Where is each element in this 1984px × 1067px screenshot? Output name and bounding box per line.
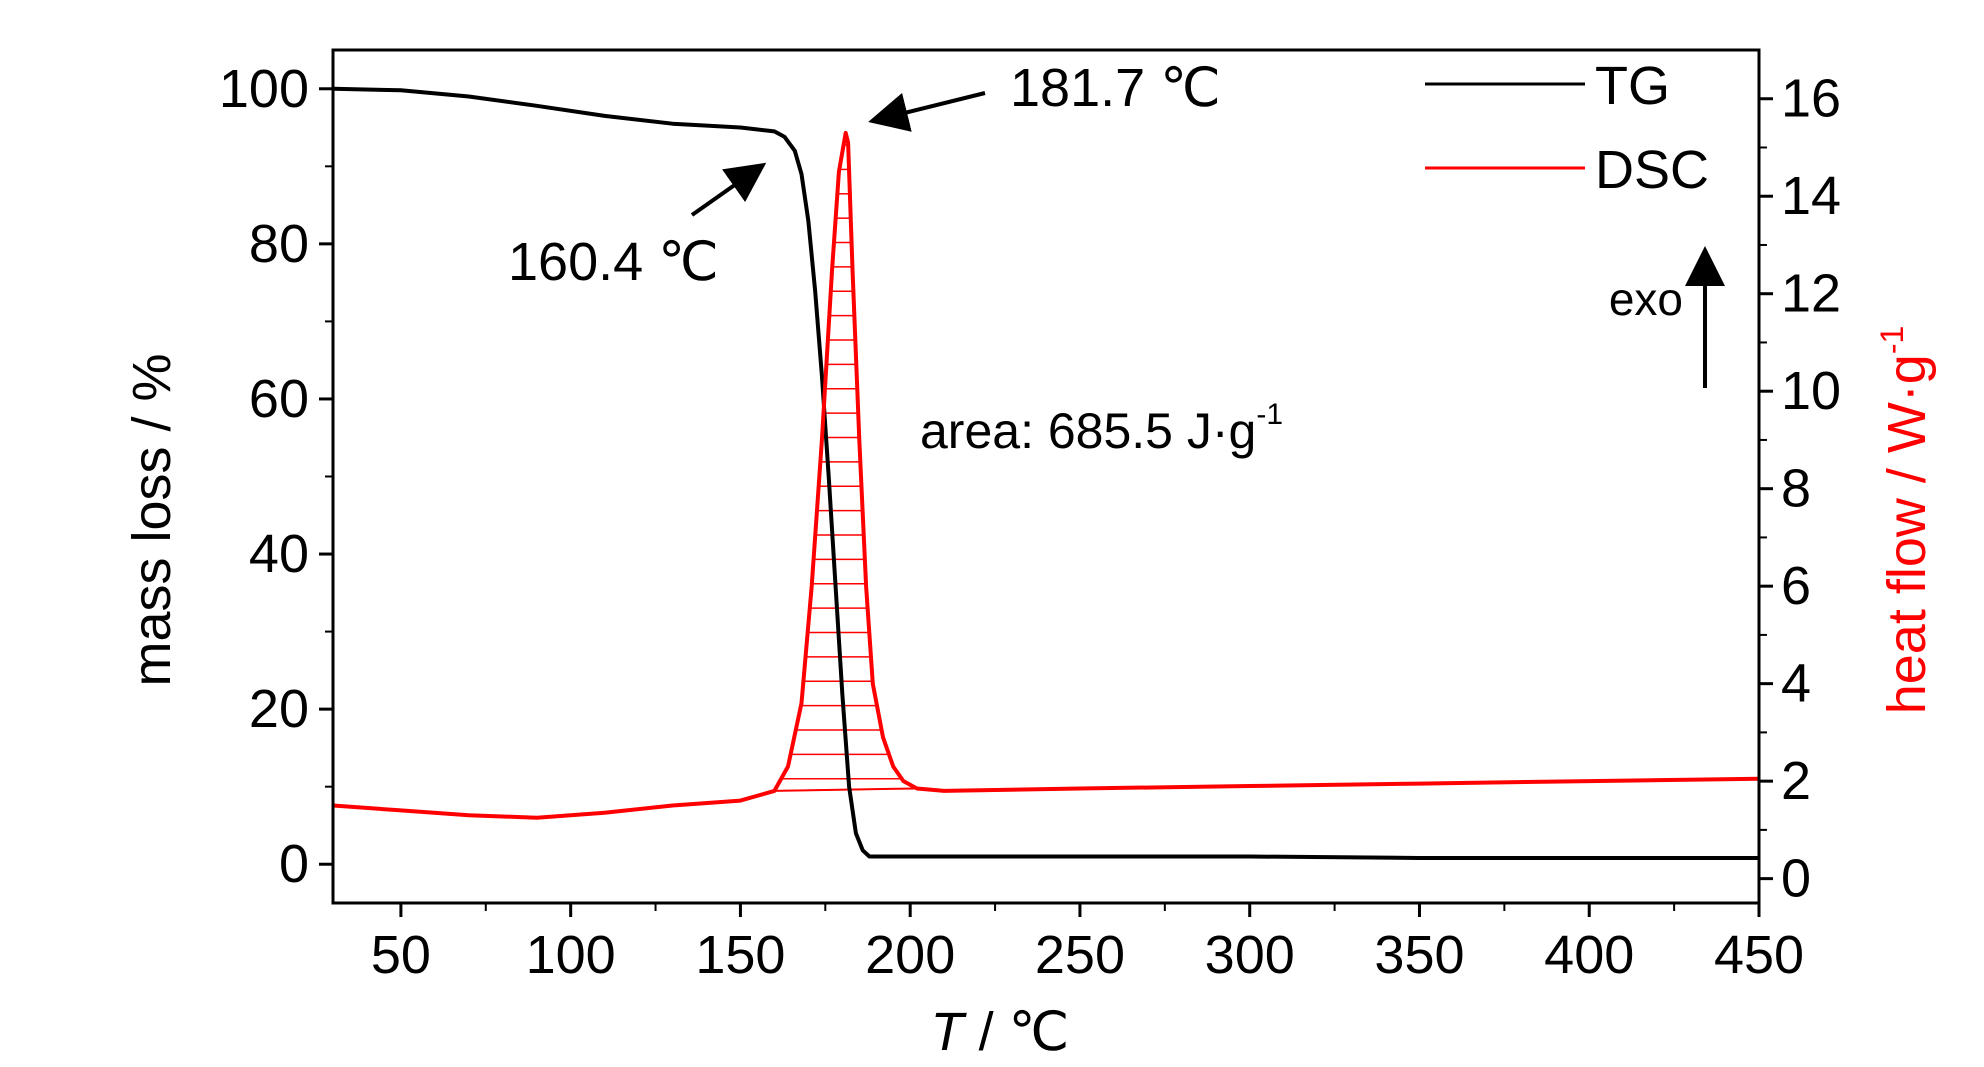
y-axis-right-title: heat flow / W·g-1	[1874, 326, 1937, 715]
onset-annotation: 160.4 ℃	[508, 162, 767, 292]
onset-temperature-label: 160.4 ℃	[508, 232, 719, 292]
peak-area-unit-sup: -1	[1256, 398, 1283, 431]
y-left-tick-label: 20	[249, 679, 309, 739]
y-right-tick-label: 6	[1781, 556, 1811, 616]
y-left-tick-label: 60	[249, 369, 309, 429]
y-left-tick-label: 80	[249, 214, 309, 274]
legend-label-tg: TG	[1595, 56, 1670, 116]
y-left-tick-label: 40	[249, 524, 309, 584]
exo-indicator: exo	[1609, 246, 1725, 388]
x-tick-label: 450	[1714, 925, 1804, 985]
y-right-tick-label: 10	[1781, 361, 1841, 421]
peak-temperature-label: 181.7 ℃	[1010, 58, 1221, 118]
x-axis-title: T / ℃	[931, 1002, 1070, 1062]
y-right-tick-label: 2	[1781, 751, 1811, 811]
x-tick-label: 350	[1374, 925, 1464, 985]
y-axis-right-title-main: heat flow / W·g	[1877, 354, 1937, 714]
x-tick-label: 250	[1035, 925, 1125, 985]
y-right-tick-label: 4	[1781, 654, 1811, 714]
y-axis-right-title-sup: -1	[1874, 326, 1910, 354]
y-right-tick-label: 14	[1781, 166, 1841, 226]
legend-label-dsc: DSC	[1595, 140, 1709, 200]
series-line-tg	[333, 86, 1759, 860]
series-line-dsc	[333, 130, 1759, 820]
dsc-baseline	[774, 787, 917, 792]
x-tick-label: 400	[1544, 925, 1634, 985]
plot-frame	[331, 48, 1761, 905]
y-right-tick-label: 12	[1781, 264, 1841, 324]
peak-area-value: area: 685.5 J·g	[920, 403, 1256, 459]
x-tick-label: 200	[865, 925, 955, 985]
y-right-tick-label: 0	[1781, 849, 1811, 909]
peak-arrow-icon	[868, 91, 986, 132]
y-right-tick-label: 8	[1781, 459, 1811, 519]
x-tick-label: 100	[526, 925, 616, 985]
peak-annotation: 181.7 ℃	[868, 58, 1221, 132]
x-axis-title-unit: / ℃	[964, 1002, 1070, 1062]
dsc-peak-hatch-area	[773, 132, 920, 792]
legend: TG DSC	[1425, 56, 1709, 200]
onset-arrow-icon	[690, 162, 767, 217]
x-tick-label: 150	[695, 925, 785, 985]
x-tick-label: 50	[371, 925, 431, 985]
x-tick-label: 300	[1205, 925, 1295, 985]
y-axis-left-title: mass loss / %	[122, 353, 182, 686]
series-layer	[333, 86, 1759, 860]
exo-label: exo	[1609, 273, 1683, 325]
y-right-tick-label: 16	[1781, 69, 1841, 129]
peak-area-label: area: 685.5 J·g-1	[920, 398, 1283, 459]
y-left-tick-label: 100	[219, 59, 309, 119]
x-axis-title-italic: T	[931, 1002, 968, 1062]
tick-layer: 50 100 150 200 250 300 350 400 450 0 20 40 60 80 100 0 2…	[219, 59, 1841, 985]
y-left-tick-label: 0	[279, 834, 309, 894]
